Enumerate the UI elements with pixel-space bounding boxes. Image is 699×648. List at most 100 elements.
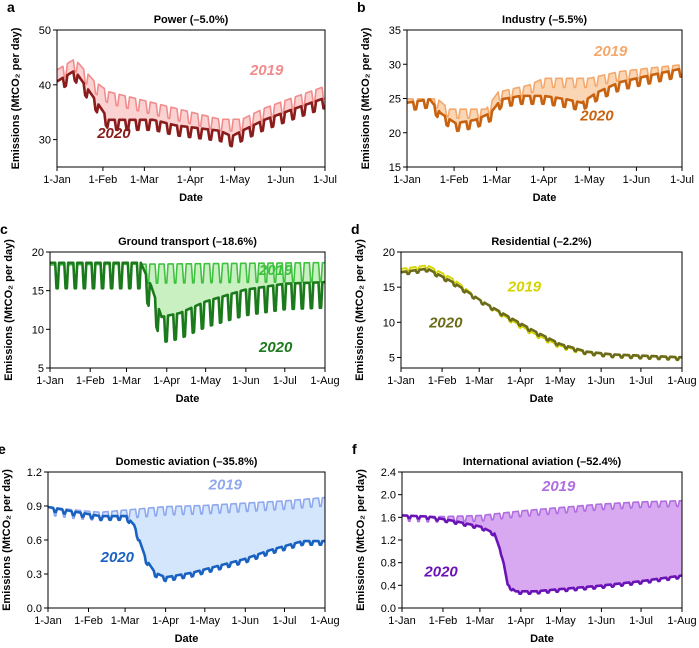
- y-axis-label: Emissions (MtCO₂ per day): [1, 469, 13, 611]
- x-tick-label: 1-Jul: [629, 375, 653, 387]
- series-label-2019: 2019: [258, 262, 293, 279]
- x-tick-label: 1-Apr: [152, 615, 179, 627]
- y-tick-label: 30: [389, 59, 401, 71]
- x-tick-label: 1-Aug: [310, 615, 339, 627]
- series-line-2020: [400, 267, 683, 362]
- y-tick-label: 1.6: [381, 512, 396, 524]
- y-tick-label: 2.4: [381, 467, 396, 479]
- panel-letter: b: [357, 0, 366, 15]
- x-tick-label: 1-Aug: [667, 615, 696, 627]
- series-label-2020: 2020: [423, 564, 458, 581]
- x-tick-label: 1-Jun: [623, 174, 651, 186]
- x-tick-label: 1-Mar: [482, 174, 511, 186]
- y-tick-label: 50: [39, 25, 51, 37]
- panel-letter: f: [352, 441, 357, 457]
- panel-letter: d: [351, 221, 360, 237]
- x-tick-label: 1-Jan: [34, 615, 62, 627]
- x-tick-label: 1-Apr: [177, 174, 204, 186]
- series-label-2020: 2020: [579, 107, 614, 124]
- x-tick-label: 1-Jun: [267, 174, 295, 186]
- series-label-2020: 2020: [258, 339, 293, 356]
- x-tick-label: 1-Mar: [112, 375, 141, 387]
- y-tick-label: 0.0: [27, 603, 42, 615]
- x-tick-label: 1-Jul: [273, 615, 297, 627]
- chart-panel-c: c Ground transport (–18.6%) 5 10 15 20 1-Jan 1-…: [0, 221, 340, 405]
- y-axis-label: Emissions (MtCO₂ per day): [3, 239, 15, 381]
- plot-frame: [49, 251, 326, 369]
- x-tick-label: 1-May: [190, 375, 221, 387]
- x-tick-label: 1-Feb: [89, 174, 118, 186]
- panel-title: Power (–5.0%): [154, 14, 229, 26]
- y-tick-label: 20: [389, 128, 401, 140]
- x-tick-label: 1-Mar: [466, 615, 495, 627]
- x-axis-label: Date: [179, 192, 203, 204]
- plot-frame: [56, 29, 326, 168]
- x-tick-label: 1-Jan: [387, 375, 415, 387]
- series-line-2020: [56, 70, 326, 148]
- panel-title: Residential (–2.2%): [491, 236, 592, 248]
- x-tick-label: 1-Jan: [43, 174, 71, 186]
- x-axis-label: Date: [176, 393, 200, 405]
- x-tick-label: 1-Apr: [530, 174, 557, 186]
- y-tick-label: 0.8: [381, 558, 396, 570]
- x-tick-label: 1-Jan: [388, 615, 416, 627]
- y-tick-label: 1.2: [27, 467, 42, 479]
- series-line-2019: [56, 59, 326, 132]
- x-tick-label: 1-Aug: [310, 375, 339, 387]
- y-axis-label: Emissions (MtCO₂ per day): [10, 27, 22, 169]
- series-label-2019: 2019: [507, 278, 542, 295]
- y-tick-label: 0.4: [381, 580, 396, 592]
- series-line-2020: [401, 514, 683, 595]
- y-tick-label: 0.6: [27, 535, 42, 547]
- y-tick-label: 10: [32, 324, 44, 336]
- y-tick-label: 15: [32, 286, 44, 298]
- x-tick-label: 1-May: [574, 174, 605, 186]
- chart-panel-d: d Residential (–2.2%) 5 10 15 20 1-Jan 1-Feb 1-M…: [351, 221, 697, 405]
- series-line-2020: [49, 261, 326, 343]
- y-axis-label: Emissions (MtCO₂ per day): [354, 239, 366, 381]
- y-axis-label: Emissions (MtCO₂ per day): [355, 469, 367, 611]
- y-tick-label: 5: [38, 363, 44, 375]
- x-tick-label: 1-Mar: [111, 615, 140, 627]
- y-tick-label: 15: [389, 162, 401, 174]
- x-tick-label: 1-Feb: [74, 615, 103, 627]
- y-tick-label: 20: [32, 247, 44, 259]
- series-label-2020: 2020: [428, 314, 463, 331]
- x-axis-label: Date: [175, 633, 199, 645]
- x-tick-label: 1-Aug: [667, 375, 696, 387]
- x-axis-label: Date: [533, 192, 557, 204]
- y-tick-label: 1.2: [381, 535, 396, 547]
- x-tick-label: 1-Mar: [130, 174, 159, 186]
- y-tick-label: 10: [383, 317, 395, 329]
- y-tick-label: 35: [389, 25, 401, 37]
- y-tick-label: 40: [39, 80, 51, 92]
- x-tick-label: 1-Jun: [232, 375, 260, 387]
- x-tick-label: 1-Feb: [429, 615, 458, 627]
- x-tick-label: 1-Jul: [670, 174, 694, 186]
- x-tick-label: 1-Apr: [507, 615, 534, 627]
- x-tick-label: 1-Jun: [587, 375, 615, 387]
- x-tick-label: 1-May: [545, 375, 576, 387]
- x-tick-label: 1-Feb: [76, 375, 105, 387]
- panel-title: Domestic aviation (–35.8%): [116, 456, 258, 468]
- panel-letter: e: [0, 441, 6, 457]
- panel-letter: c: [0, 221, 8, 237]
- series-label-2019: 2019: [593, 43, 628, 60]
- y-tick-label: 0.0: [381, 603, 396, 615]
- y-tick-label: 2.0: [381, 490, 396, 502]
- chart-panel-f: f International aviation (–52.4%) 0.0 0.4 0.…: [352, 441, 697, 645]
- series-label-2020: 2020: [100, 549, 135, 566]
- series-line-2019: [47, 496, 326, 522]
- x-tick-label: 1-Jun: [232, 615, 260, 627]
- x-tick-label: 1-Jan: [393, 174, 421, 186]
- y-axis-label: Emissions (MtCO₂ per day): [360, 27, 372, 169]
- y-tick-label: 0.3: [27, 569, 42, 581]
- y-tick-label: 30: [39, 135, 51, 147]
- series-label-2020: 2020: [96, 125, 131, 142]
- x-axis-label: Date: [530, 633, 554, 645]
- panel-letter: a: [7, 0, 15, 15]
- x-tick-label: 1-Apr: [153, 375, 180, 387]
- x-tick-label: 1-Jun: [588, 615, 616, 627]
- x-tick-label: 1-May: [219, 174, 250, 186]
- x-tick-label: 1-May: [190, 615, 221, 627]
